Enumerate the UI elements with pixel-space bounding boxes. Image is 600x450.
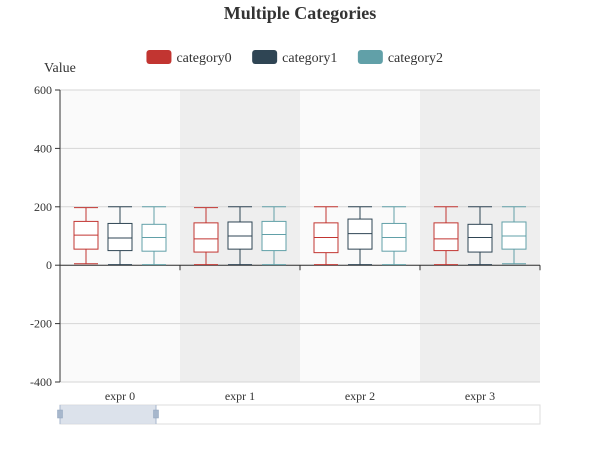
zoom-window[interactable] xyxy=(60,405,156,424)
box-category0 xyxy=(193,207,219,266)
zoom-handle-grip[interactable] xyxy=(57,409,63,419)
box-iqr xyxy=(261,220,287,252)
legend-swatch xyxy=(357,50,383,64)
box-category1 xyxy=(347,206,373,266)
x-tick-label: expr 0 xyxy=(105,389,135,403)
box-category1 xyxy=(107,206,133,266)
legend-item-category1[interactable]: category1 xyxy=(252,50,337,66)
box-category0 xyxy=(313,206,339,266)
box-series xyxy=(73,206,527,266)
box-category2 xyxy=(261,206,287,266)
zoom-handle-grip[interactable] xyxy=(153,409,159,419)
box-category0 xyxy=(73,207,99,265)
y-tick-label: 400 xyxy=(34,141,52,155)
chart-title: Multiple Categories xyxy=(224,3,376,23)
legend-label: category0 xyxy=(176,51,231,66)
box-iqr xyxy=(193,222,219,253)
legend-swatch xyxy=(252,50,278,64)
box-category2 xyxy=(501,206,527,265)
y-axis: -400 -200 0 200 400 600 xyxy=(30,83,61,389)
box-category2 xyxy=(141,206,167,266)
x-axis: expr 0 expr 1 expr 2 expr 3 xyxy=(59,264,541,403)
box-iqr xyxy=(433,222,459,252)
box-category1 xyxy=(227,206,253,266)
box-category0 xyxy=(433,206,459,266)
y-tick-label: 200 xyxy=(34,200,52,214)
legend-label: category2 xyxy=(388,51,443,66)
legend: category0 category1 category2 xyxy=(146,50,443,66)
x-tick-label: expr 3 xyxy=(465,389,495,403)
box-category2 xyxy=(381,206,407,266)
y-tick-label: -200 xyxy=(30,317,52,331)
legend-label: category1 xyxy=(282,51,337,66)
y-axis-label: Value xyxy=(44,61,76,76)
y-tick-label: 600 xyxy=(34,83,52,97)
legend-item-category2[interactable]: category2 xyxy=(357,50,443,66)
x-tick-label: expr 1 xyxy=(225,389,255,403)
x-tick-label: expr 2 xyxy=(345,389,375,403)
zoom-handle-right[interactable] xyxy=(153,405,159,424)
y-tick-label: -400 xyxy=(30,375,52,389)
legend-item-category0[interactable]: category0 xyxy=(146,50,232,66)
legend-swatch xyxy=(146,50,172,64)
y-tick-label: 0 xyxy=(46,258,52,272)
box-iqr xyxy=(467,223,493,253)
zoom-handle-left[interactable] xyxy=(57,405,63,424)
data-zoom-slider[interactable] xyxy=(57,404,541,425)
box-category1 xyxy=(467,206,493,266)
box-iqr xyxy=(107,222,133,252)
